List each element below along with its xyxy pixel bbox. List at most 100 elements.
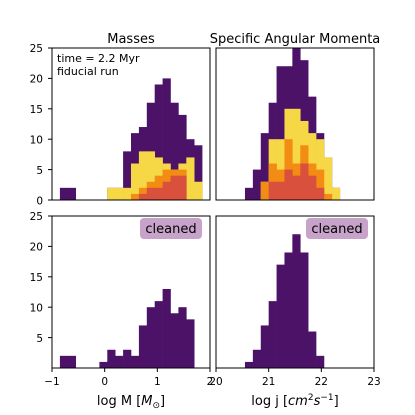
xlabel-suffix: ] (160, 394, 165, 409)
histogram-bar-purple (154, 84, 163, 200)
badge-bg (140, 218, 202, 239)
histogram-bar-yellow (146, 151, 155, 200)
ytick-label: 25 (30, 211, 43, 223)
histogram-bar-orange (323, 193, 333, 200)
histogram-bar-purple (276, 66, 285, 201)
axes-frame (215, 47, 375, 201)
histogram-bar-purple (154, 301, 163, 368)
histogram-bar-yellow (107, 187, 116, 200)
badge-label: cleaned (311, 222, 362, 237)
histogram-bar-red (276, 181, 285, 200)
histogram-bar-red (316, 187, 325, 200)
histogram-bar-purple (178, 114, 187, 200)
histogram-bar-purple (316, 355, 325, 368)
histogram-bar-purple (252, 169, 262, 200)
panel-j-cleaned (215, 215, 375, 372)
histogram-bar-purple (268, 301, 277, 368)
histogram-bar-yellow (331, 187, 341, 200)
xtick-label: 23 (367, 376, 380, 388)
histogram-bar-red (292, 175, 301, 200)
histogram-bar-purple (252, 349, 262, 368)
ytick-label: 25 (30, 43, 43, 55)
ytick-label: 0 (36, 196, 43, 208)
xlabel-prefix: log M [ (97, 394, 141, 409)
badge-label: cleaned (145, 222, 196, 237)
histogram-bar-purple (244, 187, 254, 200)
xlabel-sup2: 2 (308, 393, 314, 403)
xlabel-symbol: M (141, 394, 152, 409)
histogram-bar-purple (284, 252, 293, 368)
xlabel-angular-momenta: log j [cm2s−1] (251, 393, 338, 409)
histogram-bar-purple (170, 313, 179, 368)
histogram-bar-purple (138, 325, 148, 368)
xlabel-sup-minus1: −1 (320, 393, 333, 403)
histogram-bar-red (178, 175, 187, 200)
xtick-label: 0 (101, 376, 108, 388)
xtick-label: −1 (44, 376, 59, 388)
histogram-bar-purple (308, 331, 317, 368)
histogram-bar-red (146, 187, 155, 200)
histogram-bar-purple (170, 102, 179, 200)
histogram-bar-purple (244, 361, 254, 368)
panel-masses-cleaned (48, 215, 211, 372)
xtick-label: 2 (207, 376, 214, 388)
histogram-bar-yellow (138, 151, 148, 200)
ytick-label: 10 (30, 135, 43, 147)
histogram-bar-purple (186, 319, 195, 368)
yticks-bottom: 25 20 15 10 5 (30, 211, 43, 345)
yticks-top: 25 20 15 10 5 0 (30, 43, 43, 208)
histogram-bar-yellow (123, 187, 132, 200)
ytick-label: 10 (30, 303, 43, 315)
histogram-bar-red (138, 193, 148, 200)
axes-frame (215, 215, 375, 369)
histogram-bar-purple (260, 133, 269, 200)
histogram-bar-yellow (186, 157, 195, 200)
title-angular-momenta: Specific Angular Momenta (210, 32, 381, 47)
xtick-label: 20 (209, 376, 222, 388)
histogram-bar-yellow (131, 163, 140, 200)
histogram-bar-purple (178, 307, 187, 368)
histogram-bar-purple (276, 264, 285, 368)
ytick-label: 15 (30, 104, 43, 116)
histogram-bar-purple (162, 288, 171, 368)
ytick-label: 5 (36, 333, 43, 345)
histogram-bar-purple (292, 234, 301, 368)
histogram-bar-purple (194, 145, 203, 200)
histogram-bar-purple (59, 187, 69, 200)
histogram-bar-purple (59, 355, 69, 368)
histogram-bar-red (154, 187, 163, 200)
histogram-bar-purple (107, 349, 116, 368)
panel-j-top (215, 47, 375, 201)
histogram-bar-yellow (323, 157, 333, 200)
xlabel-s: s (314, 394, 321, 409)
histogram-bar-orange (316, 169, 325, 200)
histogram-bar-purple (131, 355, 140, 368)
histogram-bar-purple (300, 252, 309, 368)
xtick-label: 21 (262, 376, 275, 388)
axes-frame (51, 215, 211, 369)
histogram-bar-purple (123, 151, 132, 200)
title-masses: Masses (107, 32, 155, 47)
histogram-bar-red (170, 175, 179, 200)
xticks-j: 20 21 22 23 (209, 376, 380, 388)
histogram-bar-yellow (115, 187, 124, 200)
histogram-bar-yellow (292, 108, 301, 200)
histogram-bar-orange (260, 181, 269, 200)
xlabel-subscript: ⊙ (152, 401, 160, 411)
xtick-label: 22 (315, 376, 328, 388)
histogram-bar-red (268, 181, 277, 200)
histogram-bar-yellow (194, 181, 203, 200)
histogram-bar-purple (123, 349, 132, 368)
xlabel-masses: log M [M⊙] (97, 394, 165, 411)
ytick-label: 20 (30, 242, 43, 254)
histogram-bar-purple (99, 361, 108, 368)
badge-cleaned-left: cleaned (140, 218, 202, 239)
panel-masses-top (48, 47, 211, 201)
badge-cleaned-right: cleaned (306, 218, 368, 239)
histogram-bar-purple (260, 325, 269, 368)
ytick-label: 20 (30, 74, 43, 86)
histogram-bar-purple (146, 307, 155, 368)
histogram-bar-purple (67, 355, 76, 368)
xtick-label: 1 (154, 376, 161, 388)
badge-bg (306, 218, 368, 239)
